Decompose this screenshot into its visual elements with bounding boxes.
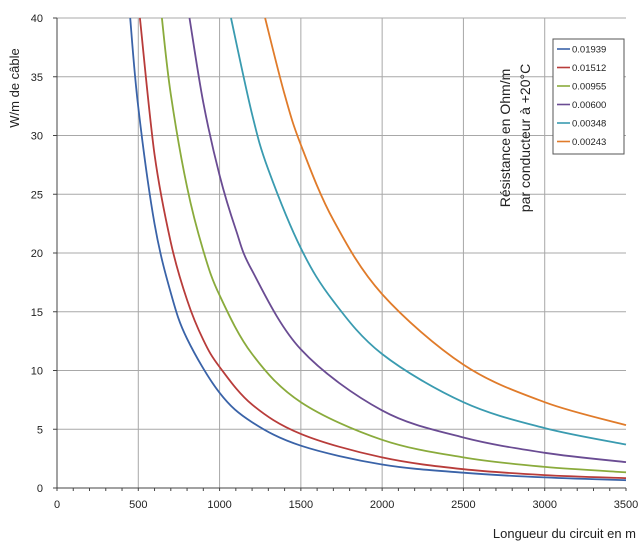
y-tick-label: 15 — [31, 307, 43, 319]
legend-label: 0.01512 — [572, 63, 606, 74]
x-tick-label: 1500 — [289, 499, 313, 511]
y-tick-label: 30 — [31, 131, 43, 143]
y-tick-label: 10 — [31, 366, 43, 378]
x-tick-label: 2500 — [451, 499, 475, 511]
y-tick-label: 0 — [37, 483, 43, 495]
y-tick-label: 5 — [37, 424, 43, 436]
legend-label: 0.00600 — [572, 100, 606, 111]
legend-label: 0.00243 — [572, 137, 606, 148]
legend: 0.01939 0.01512 0.00955 0.00600 0.00348 0.002… — [552, 38, 625, 155]
y-tick-label: 20 — [31, 248, 43, 260]
legend-title: Résistance en Ohm/m par conducteur à +20… — [497, 64, 533, 212]
legend-label: 0.00348 — [572, 119, 606, 130]
series-line-0.00348 — [230, 17, 627, 446]
series-line-0.01939 — [129, 17, 627, 482]
legend-title-line-2: par conducteur à +20°C — [517, 64, 533, 212]
y-tick-label: 40 — [31, 13, 43, 25]
x-tick-label: 1000 — [207, 499, 231, 511]
y-tick-label: 25 — [31, 189, 43, 201]
x-tick-label: 3000 — [532, 499, 556, 511]
x-tick-label: 500 — [129, 499, 147, 511]
x-axis-label: Longueur du circuit en m — [493, 526, 636, 541]
x-tick-label: 0 — [54, 499, 60, 511]
legend-label: 0.00955 — [572, 82, 606, 93]
y-axis-label: W/m de câble — [7, 48, 22, 127]
legend-label: 0.01939 — [572, 45, 606, 56]
legend-box — [552, 38, 625, 155]
series-line-0.00600 — [188, 17, 627, 463]
series-line-0.00955 — [161, 17, 627, 474]
tick-labels: 0 500 1000 1500 2000 2500 3000 3500 0 5 10 15 20 25 30… — [31, 13, 638, 511]
legend-title-line-1: Résistance en Ohm/m — [497, 69, 513, 208]
x-tick-label: 3500 — [614, 499, 638, 511]
axes — [53, 17, 627, 491]
series-line-0.01512 — [139, 17, 627, 479]
y-tick-label: 35 — [31, 72, 43, 84]
series-line-0.00243 — [264, 17, 627, 426]
series-lines — [129, 17, 627, 482]
grid — [57, 17, 626, 488]
x-tick-label: 2000 — [370, 499, 394, 511]
